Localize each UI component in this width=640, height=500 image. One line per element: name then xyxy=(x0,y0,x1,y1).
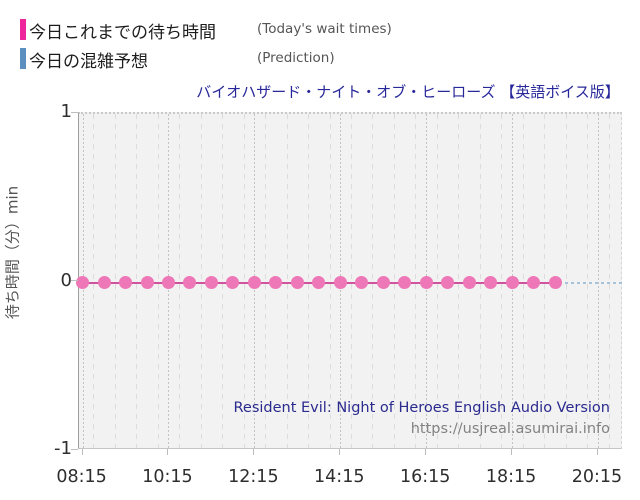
x-tick-label: 10:15 xyxy=(142,467,193,487)
minor-gridline xyxy=(544,114,546,448)
legend-today-sublabel: (Today's wait times) xyxy=(257,21,392,37)
wait-time-point xyxy=(484,276,498,289)
x-tick-label: 20:15 xyxy=(571,467,623,487)
y-tick-mark xyxy=(71,280,78,281)
minor-gridline xyxy=(308,114,310,448)
wait-time-point xyxy=(398,276,412,289)
minor-gridline xyxy=(415,114,417,448)
minor-gridline xyxy=(372,114,374,448)
minor-gridline xyxy=(479,114,481,448)
x-tick-label: 08:15 xyxy=(56,467,107,487)
wait-time-point xyxy=(247,276,261,289)
y-tick-label: 1 xyxy=(60,101,72,122)
x-tick-mark xyxy=(81,449,83,455)
minor-gridline xyxy=(501,114,503,448)
wait-time-point xyxy=(312,276,326,289)
plot-area xyxy=(76,112,623,449)
wait-time-point xyxy=(183,276,197,289)
wait-time-point xyxy=(269,276,283,289)
minor-gridline xyxy=(243,114,245,448)
y-tick-mark xyxy=(71,448,78,450)
x-tick-label: 18:15 xyxy=(485,467,537,487)
x-tick-mark xyxy=(425,449,427,455)
minor-gridline xyxy=(522,114,524,448)
wait-time-point xyxy=(548,276,562,289)
minor-gridline xyxy=(179,114,181,448)
x-tick-mark xyxy=(339,449,341,455)
legend-today-label: 今日これまでの待ち時間 xyxy=(29,23,216,43)
minor-gridline xyxy=(608,114,610,448)
legend-prediction-sublabel: (Prediction) xyxy=(257,50,335,66)
x-tick-mark xyxy=(253,449,255,455)
chart-title: バイオハザード・ナイト・オブ・ヒーローズ 【英語ボイス版】 xyxy=(196,83,620,101)
legend-prediction-label: 今日の混雑予想 xyxy=(29,52,148,72)
source-url-annotation: https://usjreal.asumirai.info xyxy=(410,421,610,437)
x-tick-mark xyxy=(511,449,513,455)
wait-time-point xyxy=(140,276,154,289)
wait-time-point xyxy=(527,276,541,289)
minor-gridline xyxy=(436,114,438,448)
today-series-swatch xyxy=(20,19,26,40)
wait-time-point xyxy=(290,276,304,289)
wait-time-point xyxy=(505,276,519,289)
y-axis-title: 待ち時間（分）min xyxy=(3,185,22,320)
minor-gridline xyxy=(286,114,288,448)
minor-gridline xyxy=(200,114,202,448)
minor-gridline xyxy=(587,114,589,448)
wait-time-point xyxy=(462,276,476,289)
x-tick-label: 12:15 xyxy=(228,467,279,487)
wait-time-point xyxy=(161,276,175,289)
x-tick-label: 14:15 xyxy=(314,467,365,487)
y-tick-label: -1 xyxy=(54,438,72,459)
wait-time-point xyxy=(333,276,347,289)
minor-gridline xyxy=(265,114,267,448)
attraction-name-annotation: Resident Evil: Night of Heroes English A… xyxy=(233,400,610,416)
y-tick-label: 0 xyxy=(60,269,72,291)
wait-time-point xyxy=(419,276,433,289)
minor-gridline xyxy=(565,114,567,448)
wait-time-point xyxy=(76,276,90,289)
wait-time-point xyxy=(441,276,455,289)
major-gridline xyxy=(597,114,599,448)
minor-gridline xyxy=(222,114,224,448)
minor-gridline xyxy=(157,114,159,448)
minor-gridline xyxy=(458,114,460,448)
minor-gridline xyxy=(114,114,116,448)
wait-time-point xyxy=(355,276,369,289)
x-tick-mark xyxy=(167,449,169,455)
wait-time-point xyxy=(204,276,218,289)
wait-time-point xyxy=(376,276,390,289)
minor-gridline xyxy=(93,114,95,448)
minor-gridline xyxy=(136,114,138,448)
x-tick-label: 16:15 xyxy=(399,467,451,487)
wait-time-point xyxy=(119,276,133,289)
prediction-series-swatch xyxy=(20,48,26,69)
wait-time-point xyxy=(226,276,240,289)
minor-gridline xyxy=(351,114,352,448)
minor-gridline xyxy=(393,114,395,448)
minor-gridline xyxy=(329,114,331,448)
x-tick-mark xyxy=(596,449,598,455)
wait-time-point xyxy=(97,276,111,289)
y-tick-mark xyxy=(71,111,78,113)
